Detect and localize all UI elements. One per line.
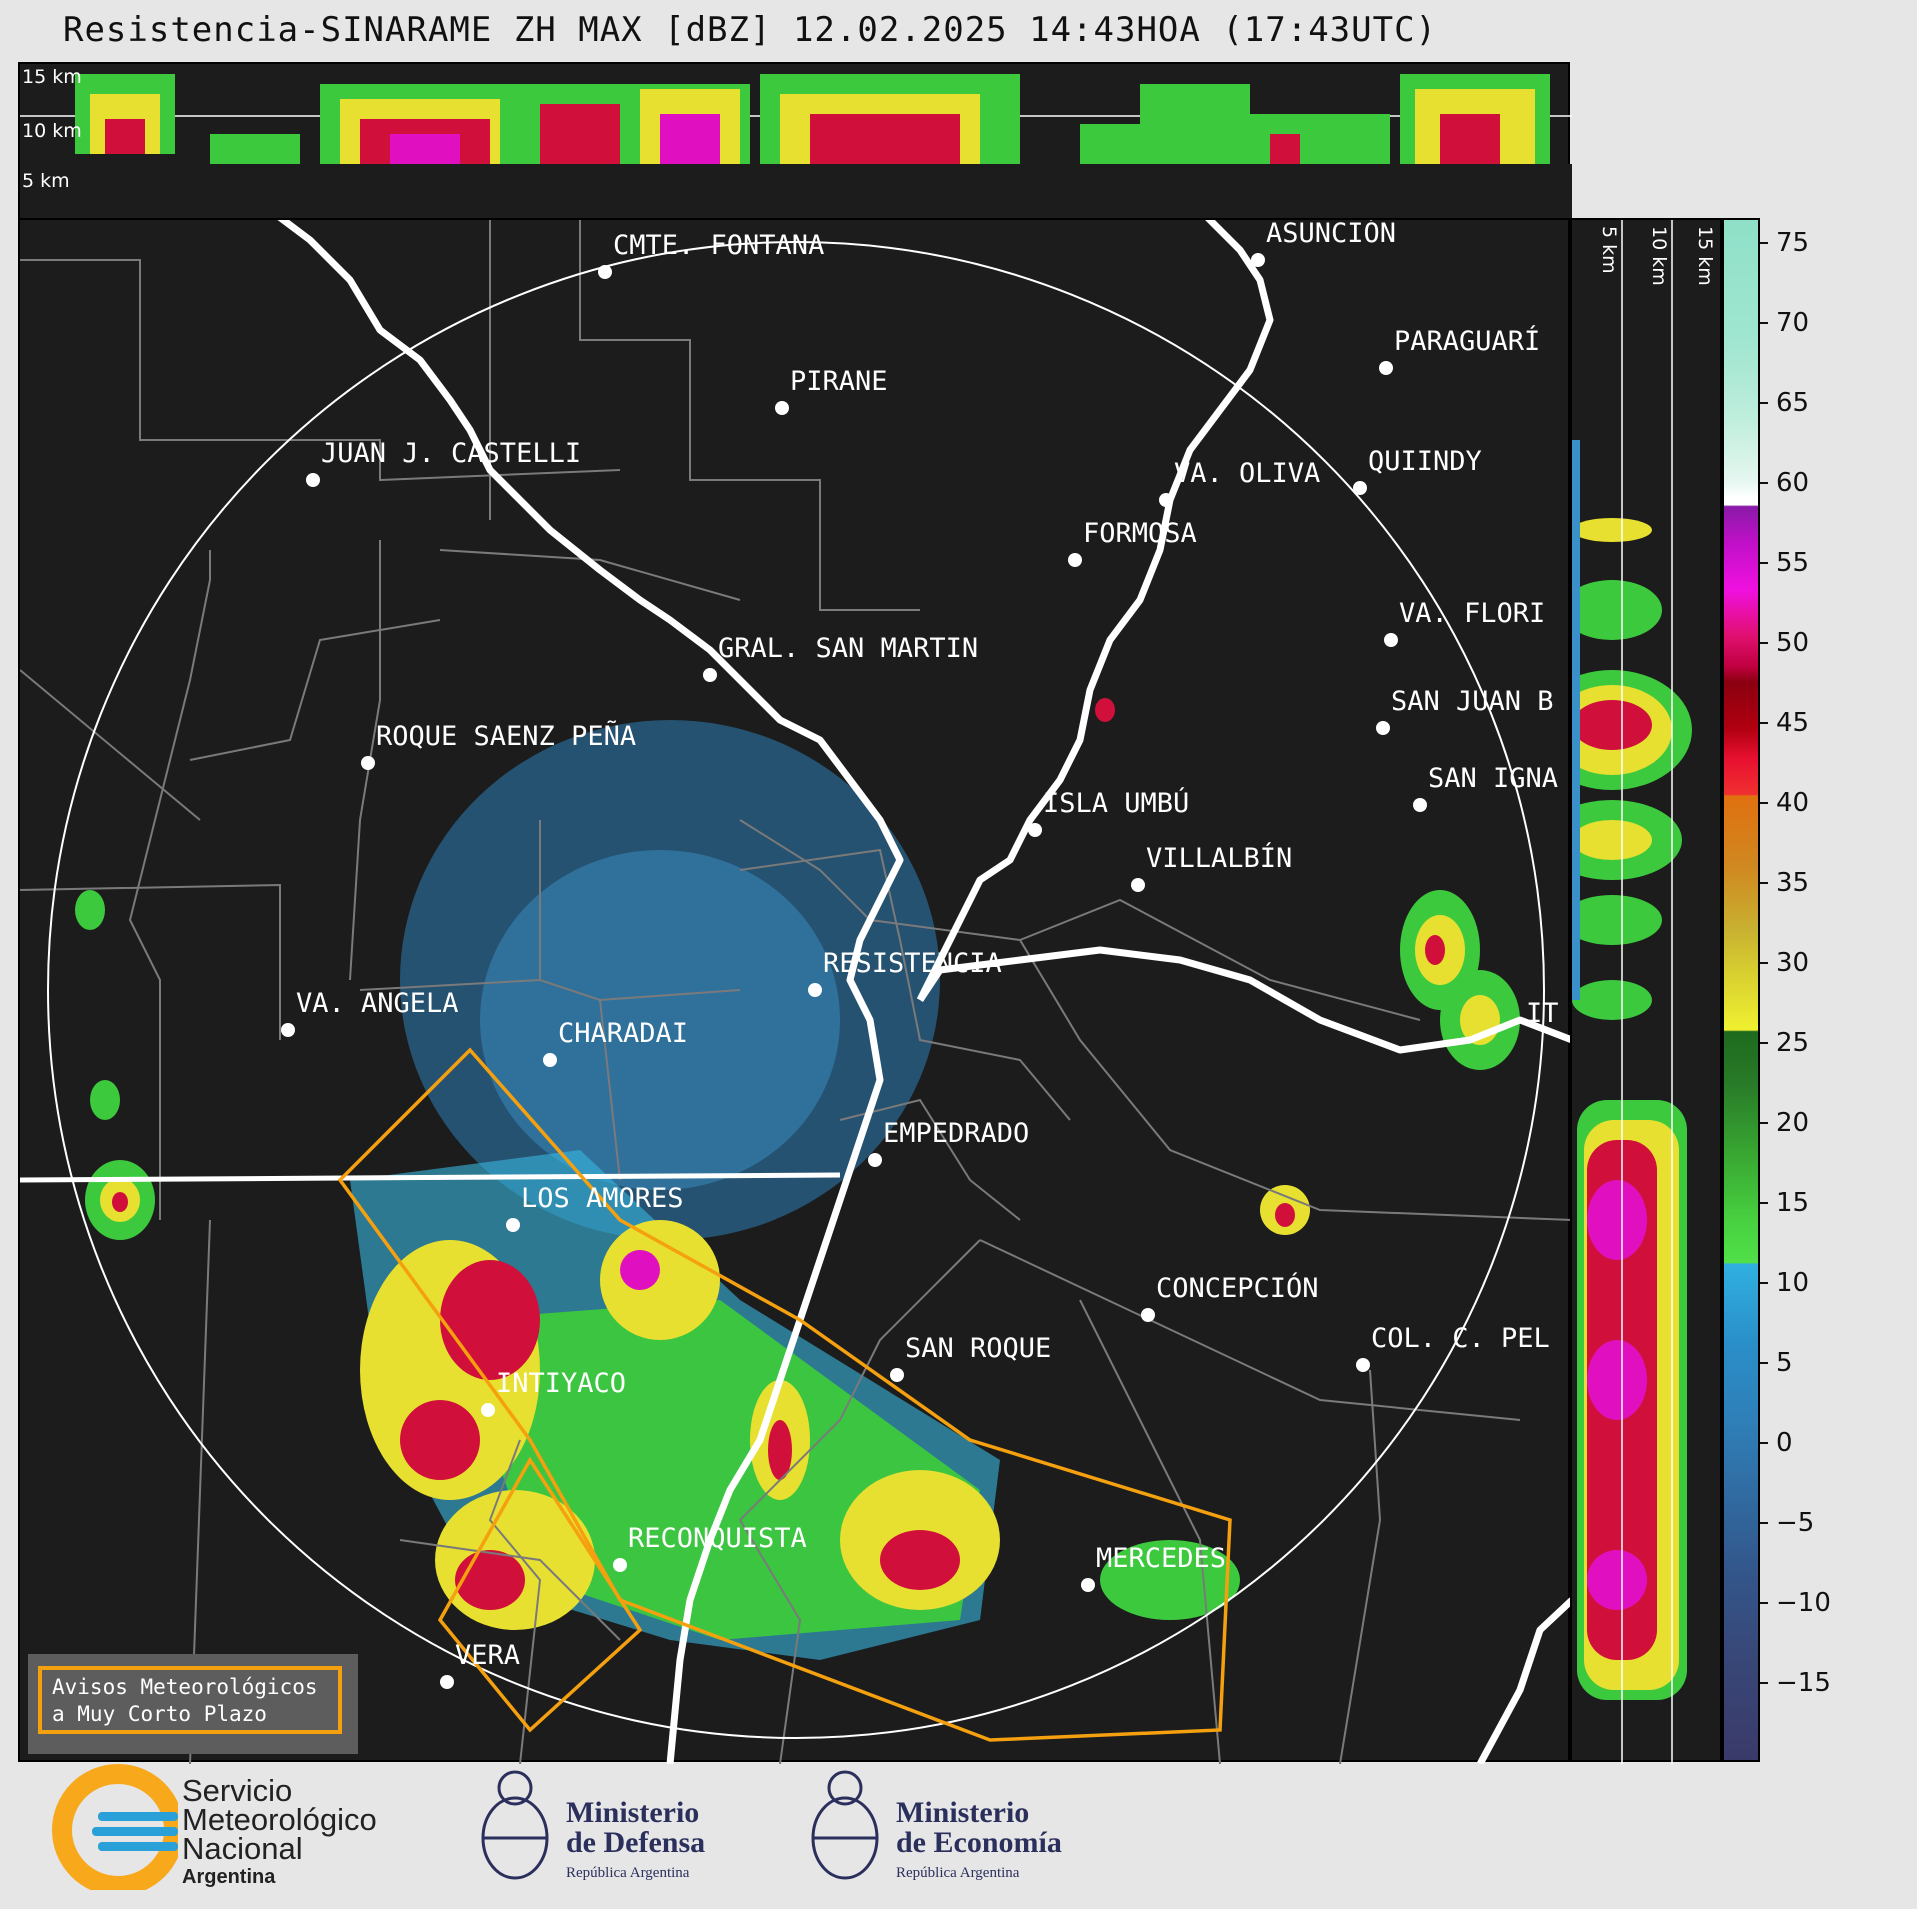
city-label: CMTE. FONTANA (613, 230, 825, 261)
range-ring (47, 241, 1545, 1739)
economia-line2: de Economía (896, 1826, 1062, 1859)
reflectivity-echoes (75, 698, 1520, 1660)
defensa-line3: República Argentina (566, 1865, 690, 1881)
city-label: CONCEPCIÓN (1156, 1273, 1319, 1304)
colorbar-tick: 0 (1760, 1428, 1793, 1458)
warnings-legend-line1: Avisos Meteorológicos (52, 1675, 318, 1699)
smn-line2: Meteorológico (182, 1802, 377, 1837)
city-label: FORMOSA (1083, 518, 1197, 549)
height-label-10: 10 km (22, 120, 82, 142)
smn-emblem-icon (52, 1764, 178, 1890)
city-label: RESISTENCIA (823, 948, 1002, 979)
city-label: PIRANE (790, 366, 888, 397)
city-label: COL. C. PEL (1371, 1323, 1550, 1354)
colorbar-tick: −5 (1759, 1508, 1814, 1538)
city-label: ASUNCIÓN (1266, 220, 1397, 249)
side-label-5: 5 km (1598, 226, 1620, 274)
defensa-line1: Ministerio (566, 1796, 700, 1829)
city-label: VA. OLIVA (1174, 458, 1321, 489)
echo-tops-side (1572, 440, 1692, 1700)
coat-of-arms-icon (811, 1770, 879, 1880)
city-label: VA. FLORI (1399, 598, 1546, 629)
city-label: INTIYACO (496, 1368, 627, 1399)
colorbar-tick: 35 (1759, 868, 1809, 898)
defensa-text: Ministerio de Defensa República Argentin… (566, 1798, 705, 1888)
colorbar-tick: 45 (1759, 708, 1809, 738)
city-label: IT (1526, 998, 1559, 1029)
colorbar-tick: 25 (1759, 1028, 1809, 1058)
colorbar-tick: 40 (1759, 788, 1809, 818)
city-label: EMPEDRADO (883, 1118, 1030, 1149)
smn-line3: Nacional (182, 1831, 303, 1866)
city-label: PARAGUARÍ (1394, 326, 1541, 357)
cross-section-line (20, 1172, 841, 1183)
coat-of-arms-icon (481, 1770, 549, 1880)
admin-borders (20, 220, 1572, 1764)
warning-polygons (337, 1047, 1232, 1742)
colorbar-tick: 15 (1759, 1188, 1809, 1218)
economia-line1: Ministerio (896, 1796, 1030, 1829)
warnings-legend: Avisos Meteorológicos a Muy Corto Plazo (28, 1654, 358, 1754)
city-markers (281, 253, 1427, 1689)
city-label: MERCEDES (1096, 1543, 1227, 1574)
city-label: CHARADAI (558, 1018, 689, 1049)
city-label: SAN ROQUE (905, 1333, 1052, 1364)
warnings-legend-box: Avisos Meteorológicos a Muy Corto Plazo (38, 1666, 342, 1734)
colorbar-tick: 55 (1759, 548, 1809, 578)
side-label-10: 10 km (1648, 226, 1670, 286)
economia-line3: República Argentina (896, 1865, 1020, 1881)
colorbar-tick: 65 (1759, 388, 1809, 418)
height-profile-side: 5 km 10 km 15 km (1570, 218, 1722, 1764)
rivers (277, 220, 1572, 1764)
colorbar-tick: 50 (1759, 628, 1809, 658)
echo-tops-top (20, 74, 1572, 220)
city-label: SAN JUAN B (1391, 686, 1554, 717)
defensa-emblem (470, 1760, 560, 1890)
smn-name: Servicio Meteorológico Nacional Argentin… (182, 1773, 377, 1892)
colorbar (1722, 218, 1760, 1762)
city-label: JUAN J. CASTELLI (321, 438, 582, 469)
smn-logo (48, 1760, 178, 1890)
city-label: VERA (455, 1640, 521, 1671)
city-label: VILLALBÍN (1146, 843, 1293, 874)
radar-map[interactable]: CMTE. FONTANA ASUNCIÓN PIRANE PARAGUARÍ … (18, 218, 1572, 1764)
city-label: VA. ANGELA (296, 988, 459, 1019)
colorbar-tick: 20 (1759, 1108, 1809, 1138)
city-labels: CMTE. FONTANA ASUNCIÓN PIRANE PARAGUARÍ … (20, 220, 1572, 1764)
smn-line1: Servicio (182, 1773, 293, 1808)
defensa-line2: de Defensa (566, 1826, 706, 1859)
colorbar-tick: −10 (1760, 1588, 1831, 1618)
height-label-15: 15 km (22, 66, 82, 88)
radar-map-svg (20, 220, 1572, 1764)
economia-text: Ministerio de Economía República Argenti… (896, 1798, 1062, 1888)
side-label-15: 15 km (1694, 226, 1716, 286)
height-label-5: 5 km (22, 170, 70, 192)
height-profile-top: 15 km 10 km 5 km (18, 62, 1572, 220)
city-label: LOS AMORES (521, 1183, 684, 1214)
colorbar-tick: 30 (1759, 948, 1809, 978)
colorbar-tick: 5 (1760, 1348, 1793, 1378)
colorbar-tick: 10 (1759, 1268, 1809, 1298)
height-profile-top-svg (20, 74, 1572, 220)
colorbar-tick: 60 (1759, 468, 1809, 498)
city-label: ISLA UMBÚ (1043, 788, 1190, 819)
warnings-legend-line2: a Muy Corto Plazo (52, 1702, 267, 1726)
smn-line4: Argentina (182, 1866, 276, 1888)
city-label: QUIINDY (1368, 446, 1482, 477)
colorbar-tick: 70 (1759, 308, 1809, 338)
city-label: RECONQUISTA (628, 1523, 807, 1554)
city-label: GRAL. SAN MARTIN (718, 633, 979, 664)
colorbar-tick: −15 (1760, 1668, 1831, 1698)
colorbar-tick: 75 (1759, 228, 1809, 258)
city-label: ROQUE SAENZ PEÑA (376, 721, 637, 752)
economia-emblem (800, 1760, 890, 1890)
map-title: Resistencia-SINARAME ZH MAX [dBZ] 12.02.… (62, 10, 1438, 50)
city-label: SAN IGNA (1428, 763, 1559, 794)
height-profile-side-svg (1572, 220, 1692, 1764)
